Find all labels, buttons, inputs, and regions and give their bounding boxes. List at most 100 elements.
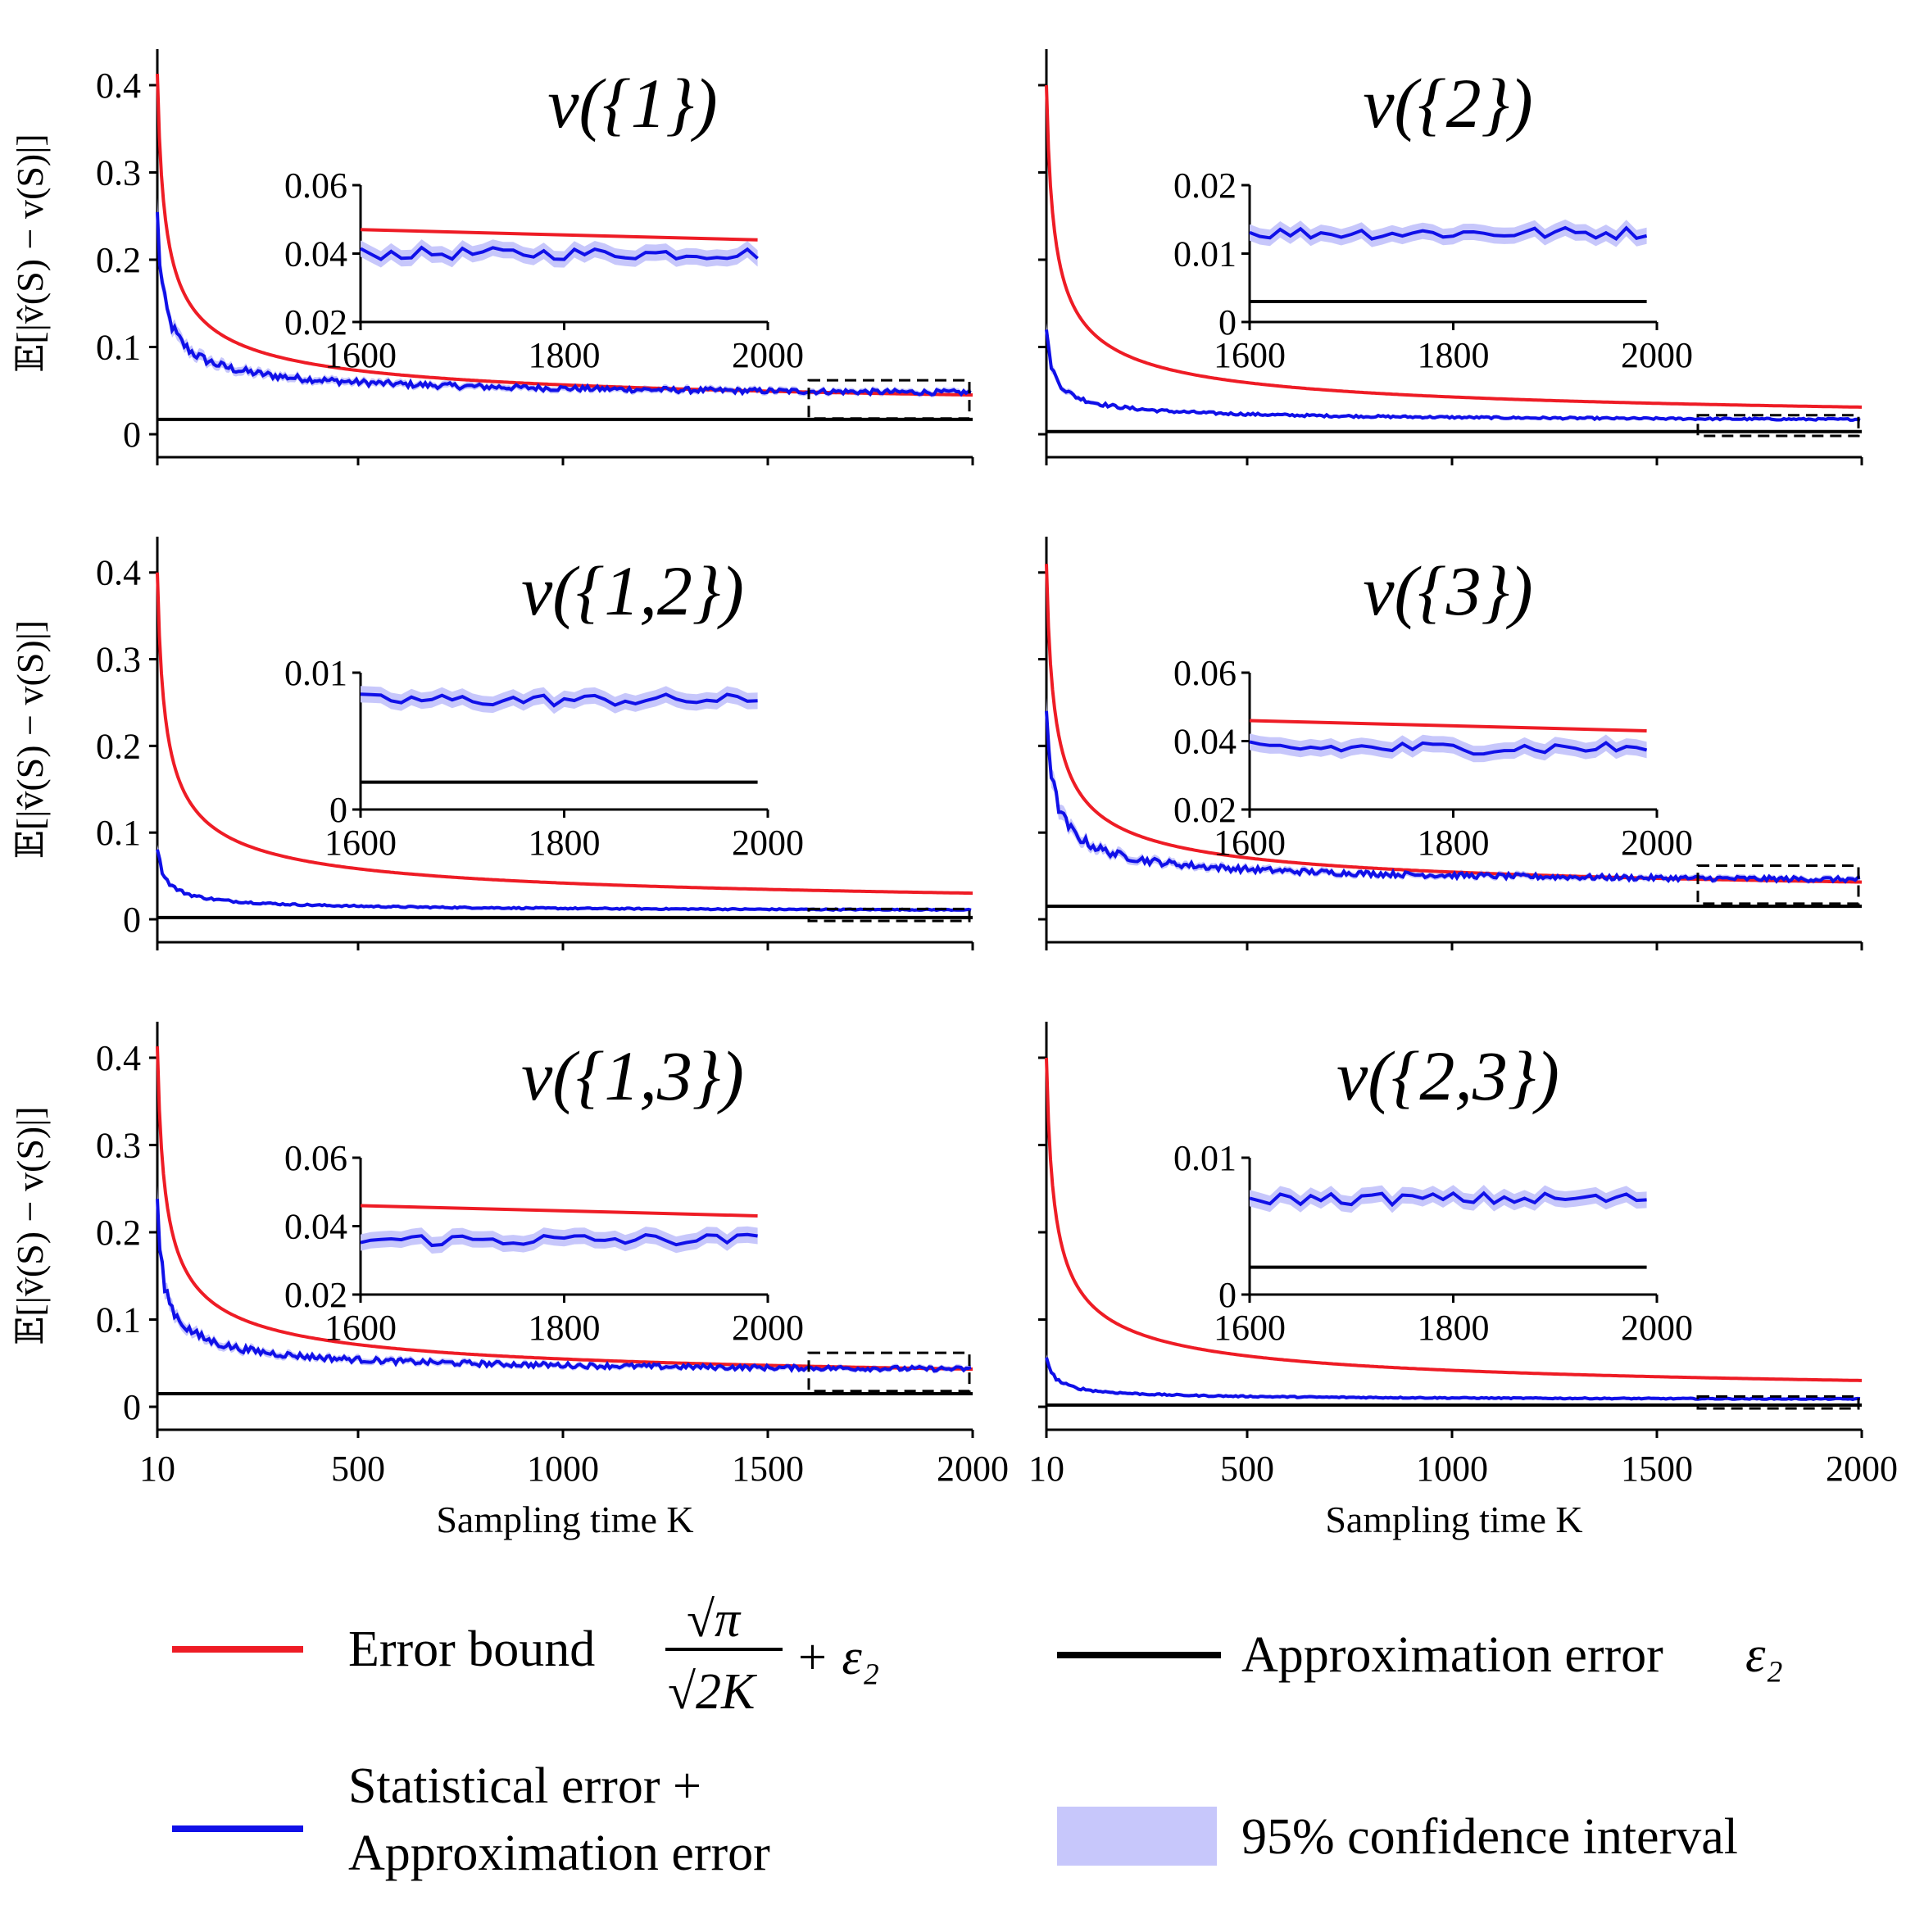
error-bound-line bbox=[1045, 84, 1862, 409]
inset-y-tick-label: 0.02 bbox=[284, 302, 347, 342]
y-tick-label: 0 bbox=[123, 1387, 141, 1427]
legend-stat-label-line2: Approximation error bbox=[348, 1825, 770, 1881]
inset-x-tick-label: 1600 bbox=[1214, 823, 1286, 863]
inset-plot: 0.02 0.04 0.06 1600 1800 2000 bbox=[284, 166, 804, 375]
x-tick-label: 1500 bbox=[732, 1449, 804, 1489]
inset-error-bound-line bbox=[360, 1204, 758, 1218]
y-tick-label: 0 bbox=[123, 900, 141, 940]
x-axis-label: Sampling time K bbox=[1325, 1499, 1582, 1540]
y-tick-label: 0 bbox=[123, 415, 141, 455]
inset-x-tick-label: 1600 bbox=[324, 823, 397, 863]
inset-y-tick-label: 0 bbox=[1218, 302, 1237, 342]
x-tick-label: 1000 bbox=[1416, 1449, 1488, 1489]
x-tick-label: 2000 bbox=[1826, 1449, 1898, 1489]
inset-x-tick-label: 2000 bbox=[1621, 335, 1693, 375]
y-tick-label: 0.4 bbox=[96, 553, 141, 593]
inset-x-tick-label: 1600 bbox=[1214, 335, 1286, 375]
inset-y-tick-label: 0.06 bbox=[284, 1138, 347, 1178]
inset-statistical-error-line bbox=[360, 245, 759, 261]
legend-approx-label: Approximation error bbox=[1241, 1627, 1663, 1683]
inset-x-tick-label: 1800 bbox=[1418, 1308, 1490, 1348]
inset-y-tick-label: 0.04 bbox=[1173, 722, 1237, 762]
inset-statistical-error-line bbox=[360, 692, 758, 708]
inset-x-tick-label: 2000 bbox=[732, 1308, 804, 1348]
panel-title: v({2,3}) bbox=[1336, 1036, 1559, 1115]
legend: Error bound √π √2K + ε₂ Approximation er… bbox=[172, 1592, 1783, 1881]
inset-plot: 0.02 0.04 0.06 1600 1800 2000 bbox=[284, 1138, 804, 1348]
legend-stat-label-line1: Statistical error + bbox=[348, 1758, 701, 1814]
inset-ci-band bbox=[1250, 733, 1647, 763]
inset-x-tick-label: 1800 bbox=[529, 1308, 601, 1348]
panel-5: 0 0.1 0.2 0.3 0.4 10 500 1000 1500 2000 Sampling t… bbox=[9, 1022, 1009, 1540]
legend-bound-tail: + ε₂ bbox=[795, 1630, 879, 1685]
y-axis-label: 𝔼[|v̂(S) − v(S)|] bbox=[9, 1106, 51, 1345]
inset-y-tick-label: 0.02 bbox=[1173, 166, 1237, 206]
y-tick-label: 0.2 bbox=[96, 1213, 141, 1253]
inset-x-tick-label: 1800 bbox=[529, 335, 601, 375]
panel-2: v({2}) 0 0.01 0.02 1600 1800 2000 bbox=[1038, 49, 1863, 465]
y-tick-label: 0.3 bbox=[96, 1125, 141, 1165]
inset-x-tick-label: 2000 bbox=[1621, 1308, 1693, 1348]
statistical-error-line bbox=[1045, 710, 1861, 884]
inset-plot: 0 0.01 1600 1800 2000 bbox=[1173, 1138, 1693, 1348]
inset-statistical-error-line bbox=[360, 1232, 758, 1248]
y-tick-label: 0.1 bbox=[96, 327, 141, 367]
inset-ci-band bbox=[361, 1226, 758, 1254]
y-axis-label: 𝔼[|v̂(S) − v(S)|] bbox=[9, 134, 51, 373]
zoom-region-box bbox=[1696, 1395, 1860, 1410]
inset-ci-band bbox=[361, 686, 758, 714]
zoom-region-box bbox=[807, 379, 971, 420]
inset-plot: 0 0.01 0.02 1600 1800 2000 bbox=[1173, 166, 1693, 375]
inset-x-tick-label: 1800 bbox=[529, 823, 601, 863]
y-tick-label: 0.3 bbox=[96, 640, 141, 680]
statistical-error-line bbox=[1045, 329, 1861, 422]
inset-ci-band bbox=[1250, 219, 1647, 247]
inset-y-tick-label: 0.04 bbox=[284, 1207, 347, 1247]
y-tick-label: 0.1 bbox=[96, 813, 141, 853]
inset-y-tick-label: 0.01 bbox=[1173, 1138, 1237, 1178]
inset-ci-band bbox=[1250, 1185, 1647, 1213]
x-tick-label: 10 bbox=[139, 1449, 175, 1489]
y-tick-label: 0.3 bbox=[96, 152, 141, 193]
x-tick-label: 500 bbox=[331, 1449, 385, 1489]
y-tick-label: 0.2 bbox=[96, 240, 141, 280]
inset-y-tick-label: 0.02 bbox=[1173, 790, 1237, 830]
y-tick-label: 0.4 bbox=[96, 1038, 141, 1078]
inset-x-tick-label: 2000 bbox=[732, 823, 804, 863]
statistical-error-line bbox=[156, 211, 972, 397]
statistical-error-line bbox=[1045, 1357, 1861, 1401]
inset-x-tick-label: 1800 bbox=[1418, 823, 1490, 863]
inset-y-tick-label: 0.06 bbox=[1173, 653, 1237, 693]
x-tick-label: 10 bbox=[1028, 1449, 1064, 1489]
panel-4: v({3}) 0.02 0.04 0.06 1600 1800 2000 bbox=[1038, 537, 1863, 950]
panel-3: 00.10.20.30.4𝔼[|v̂(S) − v(S)|]v({1,2})00… bbox=[9, 537, 974, 950]
inset-y-tick-label: 0.06 bbox=[284, 166, 347, 206]
inset-statistical-error-line bbox=[1249, 740, 1648, 756]
inset-statistical-error-line bbox=[1249, 1190, 1647, 1208]
panel-6: 10 500 1000 1500 2000 Sampling time K v({2,3})… bbox=[1028, 1022, 1898, 1540]
legend-approx-symbol: ε₂ bbox=[1745, 1627, 1783, 1683]
x-tick-label: 1000 bbox=[527, 1449, 599, 1489]
inset-plot: 0 0.01 1600 1800 2000 bbox=[284, 653, 804, 863]
inset-y-tick-label: 0.02 bbox=[284, 1275, 347, 1315]
panel-title: v({1}) bbox=[547, 64, 717, 143]
zoom-region-box bbox=[807, 907, 971, 923]
x-tick-label: 1500 bbox=[1621, 1449, 1693, 1489]
y-tick-label: 0.2 bbox=[96, 726, 141, 766]
zoom-region-box bbox=[807, 1351, 971, 1393]
inset-x-tick-label: 2000 bbox=[732, 335, 804, 375]
zoom-region-box bbox=[1696, 864, 1860, 905]
inset-x-tick-label: 1600 bbox=[324, 335, 397, 375]
inset-y-tick-label: 0 bbox=[329, 790, 347, 830]
inset-x-tick-label: 1600 bbox=[324, 1308, 397, 1348]
panel-1: 0 0.1 0.2 0.3 0.4 𝔼[|v̂(S) − v(S)|] v({1}) 0.02… bbox=[9, 49, 974, 465]
inset-y-tick-label: 0.01 bbox=[284, 653, 347, 693]
legend-bound-numerator: √π bbox=[687, 1592, 742, 1648]
inset-y-tick-label: 0.04 bbox=[284, 234, 347, 274]
panel-title: v({2}) bbox=[1363, 64, 1532, 143]
inset-statistical-error-line bbox=[1249, 225, 1648, 242]
inset-plot: 0.02 0.04 0.06 1600 1800 2000 bbox=[1173, 653, 1693, 863]
legend-bound-label: Error bound bbox=[348, 1621, 595, 1677]
inset-y-tick-label: 0.01 bbox=[1173, 234, 1237, 274]
